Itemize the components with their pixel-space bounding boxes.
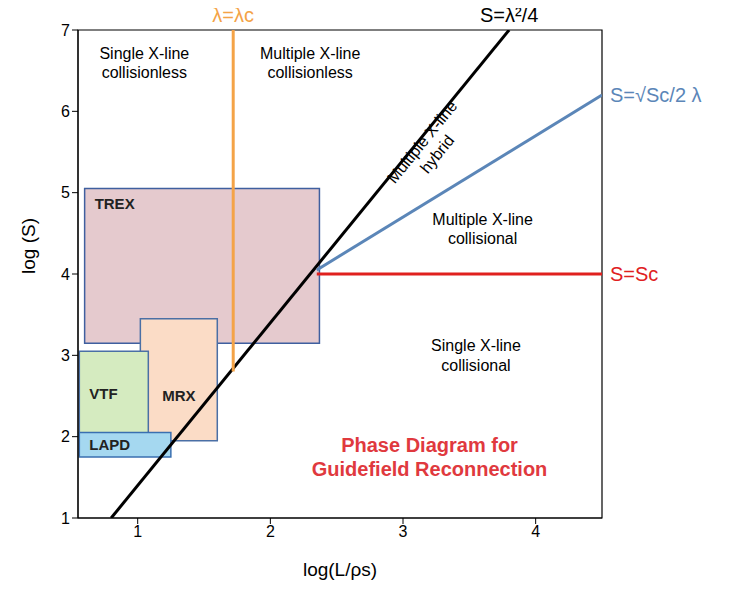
svg-text:VTF: VTF: [89, 385, 117, 402]
svg-text:6: 6: [61, 103, 70, 120]
svg-text:Single X-linecollisionless: Single X-linecollisionless: [99, 45, 189, 81]
svg-text:Multiple X-linecollisional: Multiple X-linecollisional: [432, 211, 533, 247]
svg-text:4: 4: [61, 266, 70, 283]
svg-text:log (S): log (S): [18, 218, 39, 274]
svg-text:Phase Diagram forGuidefield Re: Phase Diagram forGuidefield Reconnection: [312, 434, 548, 480]
svg-text:5: 5: [61, 184, 70, 201]
svg-text:1: 1: [61, 510, 70, 527]
svg-text:S=√Sc/2 λ: S=√Sc/2 λ: [610, 84, 702, 106]
svg-text:4: 4: [531, 523, 540, 540]
svg-text:S=λ²/4: S=λ²/4: [480, 8, 538, 26]
svg-text:Single X-linecollisional: Single X-linecollisional: [431, 337, 521, 373]
svg-text:2: 2: [61, 428, 70, 445]
svg-text:LAPD: LAPD: [89, 436, 130, 453]
svg-text:S=Sc: S=Sc: [610, 263, 658, 285]
svg-text:7: 7: [61, 22, 70, 39]
svg-text:3: 3: [61, 347, 70, 364]
svg-text:MRX: MRX: [162, 387, 195, 404]
svg-text:3: 3: [399, 523, 408, 540]
svg-text:TREX: TREX: [95, 195, 135, 212]
svg-text:log(L/ρs): log(L/ρs): [303, 559, 377, 580]
svg-text:λ=λc: λ=λc: [212, 8, 254, 26]
svg-text:2: 2: [266, 523, 275, 540]
svg-text:Multiple X-linehybrid: Multiple X-linehybrid: [384, 97, 475, 198]
svg-text:Multiple X-linecollisionless: Multiple X-linecollisionless: [260, 45, 361, 81]
svg-text:1: 1: [133, 523, 142, 540]
